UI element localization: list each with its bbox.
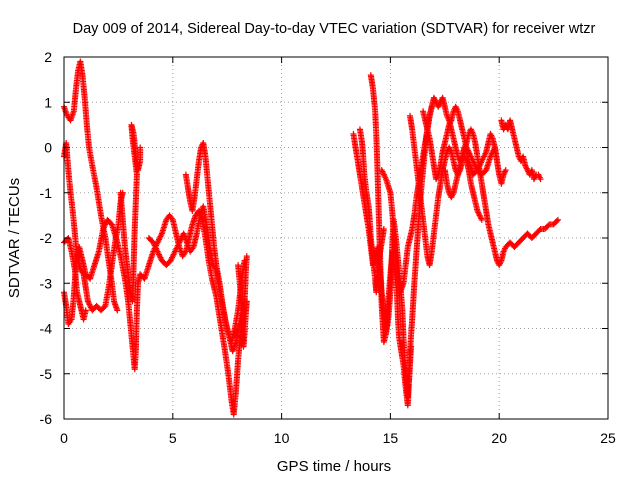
data-point — [243, 253, 250, 260]
data-point — [554, 216, 561, 223]
y-tick-label: -1 — [40, 185, 53, 201]
y-tick-label: -3 — [40, 275, 53, 291]
data-point — [241, 257, 248, 264]
data-point — [478, 216, 485, 223]
data-point — [428, 103, 435, 110]
data-point — [137, 144, 144, 151]
x-tick-label: 15 — [383, 430, 399, 446]
x-tick-labels: 0 5 10 15 20 25 — [60, 430, 616, 446]
data-point — [408, 343, 415, 350]
data-point — [502, 167, 509, 174]
y-tick-label: -2 — [40, 230, 53, 246]
y-tick-label: 1 — [44, 94, 52, 110]
data-point — [537, 176, 544, 183]
x-tick-label: 25 — [600, 430, 616, 446]
data-point — [243, 298, 250, 305]
axis-ticks — [63, 56, 609, 420]
x-tick-label: 20 — [491, 430, 507, 446]
x-tick-label: 5 — [169, 430, 177, 446]
y-tick-label: 2 — [44, 49, 52, 65]
y-tick-label: -5 — [40, 366, 53, 382]
data-point — [114, 307, 121, 314]
data-points — [61, 58, 561, 418]
y-tick-label: -6 — [40, 411, 53, 427]
y-tick-labels: 2 1 0 -1 -2 -3 -4 -5 -6 — [40, 49, 53, 427]
y-axis-label: SDTVAR / TECUs — [6, 178, 23, 298]
y-tick-label: -4 — [40, 321, 53, 337]
data-point — [82, 307, 89, 314]
y-tick-label: 0 — [44, 140, 52, 156]
grid-lines — [64, 57, 608, 419]
x-tick-label: 10 — [274, 430, 290, 446]
data-point — [101, 304, 108, 311]
chart-title: Day 009 of 2014, Sidereal Day-to-day VTE… — [73, 21, 596, 37]
data-point — [380, 225, 387, 232]
x-tick-label: 0 — [60, 430, 68, 446]
x-axis-label: GPS time / hours — [277, 458, 391, 475]
data-point — [553, 218, 560, 225]
